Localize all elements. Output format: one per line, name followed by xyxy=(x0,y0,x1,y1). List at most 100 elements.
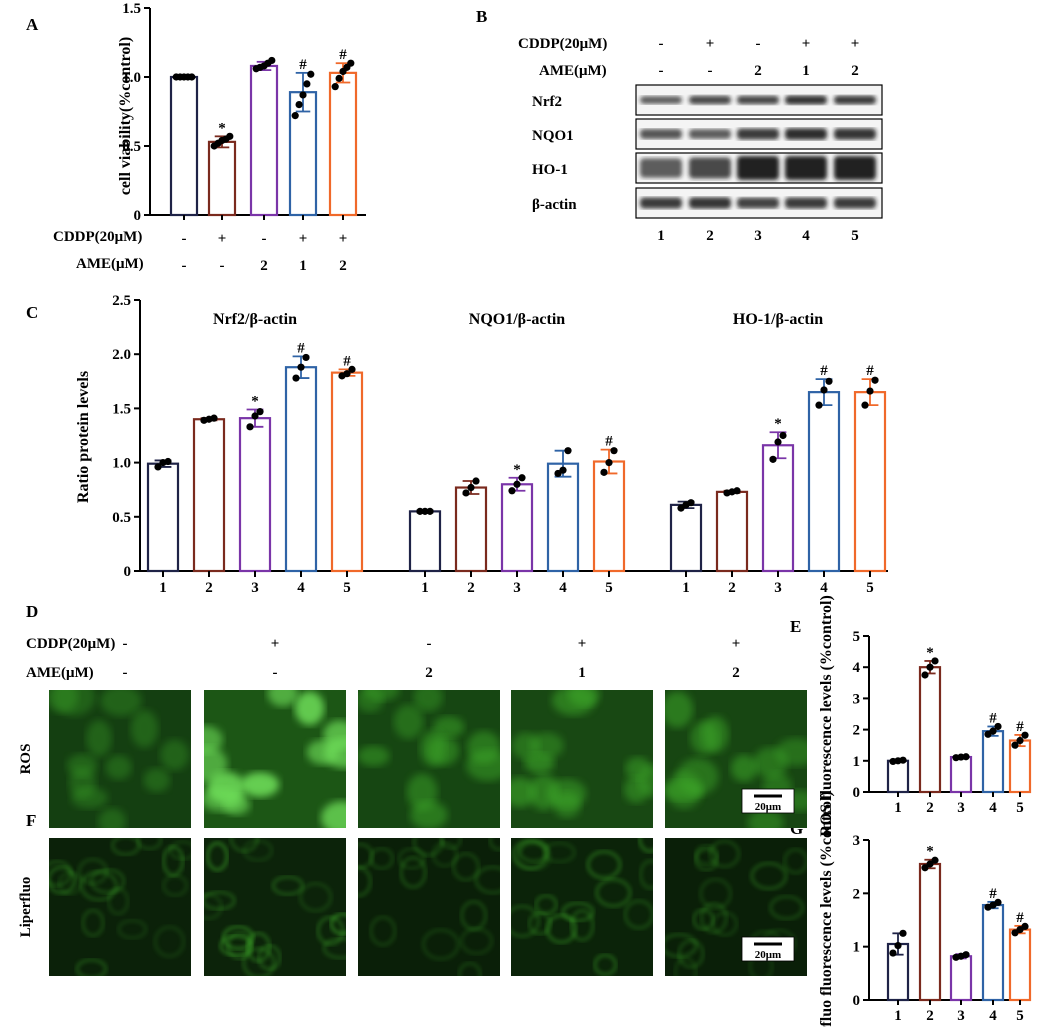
image-cell-2-3-9 xyxy=(358,866,372,898)
image-cell-2-1-10 xyxy=(75,958,108,976)
chart-c-g3-point-2-3 xyxy=(733,487,741,495)
chart-c-ylabel: Ratio protein levels xyxy=(75,371,92,503)
chart-c-g2-sig-3: * xyxy=(513,462,521,478)
chart-a-cddp-value-1: - xyxy=(182,231,187,247)
blot-band-4-3 xyxy=(737,197,779,209)
chart-a-point-3-5 xyxy=(268,56,276,65)
image-cell-2-4-14 xyxy=(527,911,552,936)
image-cell-2-4-0 xyxy=(542,841,576,864)
chart-e-ytick-label-4: 4 xyxy=(853,660,861,676)
images-cddp-value-1: - xyxy=(123,636,128,652)
chart-c-ytick-label-0: 0 xyxy=(124,564,132,580)
image-cell-1-2-10 xyxy=(222,794,251,815)
image-cells-2-3 xyxy=(358,838,500,976)
image-cell-2-5-3 xyxy=(673,956,698,976)
chart-c-g3-sig-5: # xyxy=(866,363,874,379)
chart-c-g2-point-2-1 xyxy=(462,489,470,497)
chart-e-point-1-3 xyxy=(899,756,907,764)
chart-c-g3-sig-4: # xyxy=(820,363,828,379)
blot-band-2-1 xyxy=(640,129,682,139)
chart-a-point-5-1 xyxy=(331,83,339,91)
image-cell-2-1-9 xyxy=(81,908,105,937)
image-cell-1-5-5 xyxy=(701,716,729,753)
image-cell-2-5-14 xyxy=(665,933,698,958)
chart-c-g2-point-1-2 xyxy=(421,507,429,515)
chart-c-g3-xlabel-5: 5 xyxy=(866,580,874,596)
chart-c-g2-point-5-2 xyxy=(605,459,613,467)
image-cell-2-3-4 xyxy=(474,865,500,895)
images-cddp-value-4: + xyxy=(578,636,587,652)
image-cells-2-2 xyxy=(204,838,346,976)
image-cell-2-4-8 xyxy=(638,838,653,853)
chart-e-ytick-label-2: 2 xyxy=(853,723,861,739)
chart-c-g1-point-2-3 xyxy=(210,414,218,422)
chart-c-g1-point-1-3 xyxy=(164,457,172,466)
chart-g-ytick-label-0: 0 xyxy=(853,993,861,1009)
image-cell-2-5-15 xyxy=(711,911,739,937)
chart-c-g1-bar-4 xyxy=(284,366,318,573)
image-cell-1-1-1 xyxy=(100,690,142,717)
image-cell-2-1-8 xyxy=(153,925,186,958)
panel-label-f: F xyxy=(26,811,36,830)
chart-e-point-5-2 xyxy=(1016,736,1024,745)
chart-c-g2-xlabel-3: 3 xyxy=(513,580,521,596)
blot-cddp-value-1: - xyxy=(659,36,664,52)
image-cell-2-2-8 xyxy=(322,937,346,960)
chart-c-g2-xlabel-4: 4 xyxy=(559,580,567,596)
image-cell-1-2-5 xyxy=(240,772,280,798)
chart-g-ytick-label-3: 3 xyxy=(853,833,861,849)
image-cell-2-4-7 xyxy=(595,878,632,908)
chart-c-g3-xlabel-1: 1 xyxy=(682,580,690,596)
image-cell-2-1-15 xyxy=(89,868,126,894)
blot-cddp-value-3: - xyxy=(756,36,761,52)
scale-bar-label-1: 20μm xyxy=(755,801,781,813)
image-cell-2-4-10 xyxy=(593,953,618,976)
blot-ame-label: AME(μM) xyxy=(539,63,607,79)
images-cddp-label: CDDP(20μM) xyxy=(26,636,115,652)
chart-c-g3-xlabel-4: 4 xyxy=(820,580,828,596)
chart-c-g3-xlabel-2: 2 xyxy=(728,580,736,596)
image-tile-1-4 xyxy=(511,690,653,828)
chart-e-sig-5: # xyxy=(1016,719,1024,735)
chart-a-point-4-3 xyxy=(299,91,307,99)
image-cell-2-2-12 xyxy=(242,839,274,862)
chart-c: Ratio protein levels 0 0.5 1.0 1.5 2.0 2.5 Nrf… xyxy=(75,293,888,596)
image-tile-1-5 xyxy=(665,690,807,828)
images-ame-value-4: 1 xyxy=(578,665,586,681)
image-cell-1-4-5 xyxy=(568,690,600,707)
chart-c-g2-sig-5: # xyxy=(605,434,613,450)
chart-c-g1-point-4-1 xyxy=(292,374,300,382)
image-cell-1-2-3 xyxy=(320,801,346,828)
chart-c-g3-bar-2 xyxy=(715,490,749,573)
chart-c-g3-bar-3 xyxy=(761,444,795,573)
blot-band-1-3 xyxy=(737,95,779,105)
chart-g-point-1-3 xyxy=(899,929,907,937)
chart-a-point-4-5 xyxy=(307,70,315,78)
chart-e-point-4-3 xyxy=(994,722,1002,731)
image-cell-2-4-3 xyxy=(569,909,595,942)
image-cell-1-4-6 xyxy=(529,773,560,811)
chart-g-sig-5: # xyxy=(1016,910,1024,926)
chart-e-ylabel: ROS fluorescence levels (%control) xyxy=(818,595,835,837)
panel-label-d: D xyxy=(26,602,38,621)
chart-a-point-4-4 xyxy=(303,80,311,88)
image-cell-1-4-11 xyxy=(511,732,541,760)
blot-cddp-label: CDDP(20μM) xyxy=(518,36,607,52)
chart-c-g1-point-5-2 xyxy=(343,370,351,378)
blot-lane-4: 4 xyxy=(802,228,810,244)
chart-a-ytick-label-1: 0.5 xyxy=(122,139,141,155)
image-cell-1-1-0 xyxy=(105,755,132,780)
blot-row-label-3: HO-1 xyxy=(532,162,568,178)
image-cell-2-5-7 xyxy=(750,861,788,891)
image-row-label-1: ROS xyxy=(18,744,34,775)
image-cell-1-1-9 xyxy=(160,739,189,771)
chart-c-g3-bar-5 xyxy=(853,391,887,573)
image-cell-2-2-11 xyxy=(271,875,304,896)
chart-a-point-4-1 xyxy=(291,112,299,120)
chart-c-g1-point-5-3 xyxy=(348,365,356,373)
image-cell-1-1-8 xyxy=(86,719,112,757)
scale-bar-box-2 xyxy=(741,936,795,962)
image-cell-2-4-12 xyxy=(561,901,595,923)
image-cell-2-4-5 xyxy=(586,850,622,880)
blot-band-1-4 xyxy=(785,95,827,105)
